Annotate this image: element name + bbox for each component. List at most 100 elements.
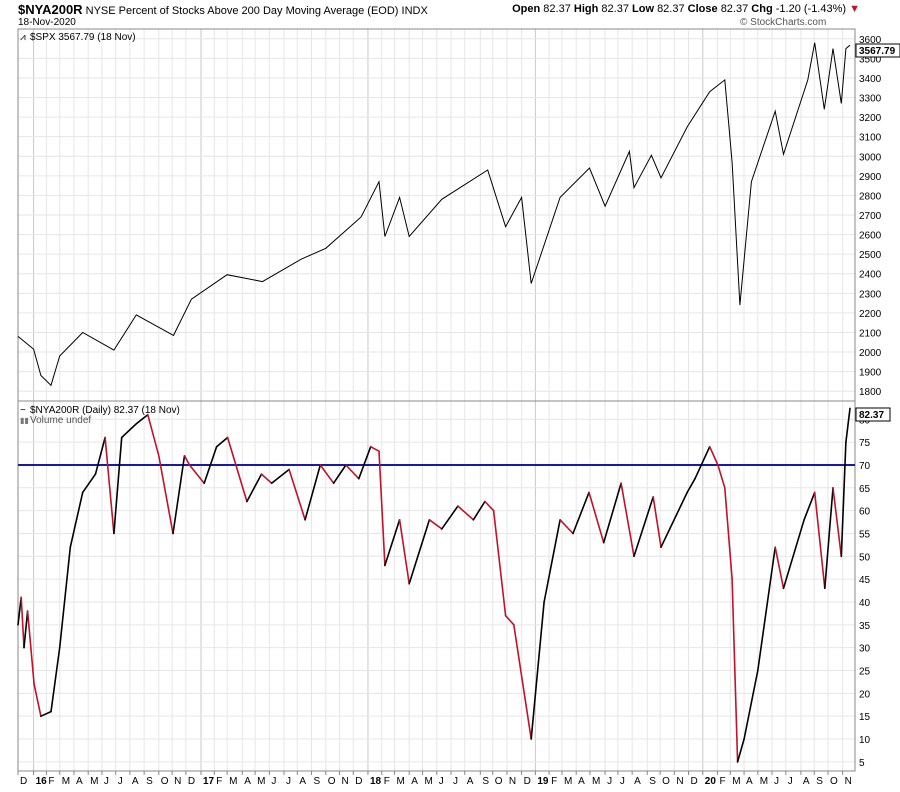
- nya200r-segment: [602, 482, 622, 544]
- nya200r-segment: [543, 518, 561, 603]
- x-tick-label: S: [482, 776, 489, 787]
- nya200r-segment: [104, 436, 115, 535]
- nya200r-segment: [512, 623, 533, 740]
- lower-y-tick-label: 55: [859, 529, 871, 540]
- nya200r-segment: [270, 468, 290, 485]
- x-tick-label: J: [439, 776, 444, 787]
- lower-y-tick-label: 50: [859, 552, 871, 563]
- nya200r-segment: [69, 491, 84, 549]
- spx-series-line: [17, 42, 851, 387]
- x-tick-label: 17: [203, 776, 215, 787]
- nya200r-segment: [26, 610, 35, 686]
- x-tick-label: O: [495, 776, 503, 787]
- x-tick-label: D: [524, 776, 531, 787]
- nya200r-segment: [731, 578, 739, 763]
- x-tick-label: J: [118, 776, 123, 787]
- open-value: 82.37: [543, 3, 571, 15]
- nya200r-segment: [40, 710, 52, 718]
- x-tick-label: A: [411, 776, 418, 787]
- x-tick-label: J: [774, 776, 779, 787]
- spx-last-value-box: 3567.79: [855, 43, 900, 58]
- nya200r-segment: [20, 596, 25, 649]
- lower-y-tick-label: 65: [859, 484, 871, 495]
- low-value: 82.37: [657, 3, 685, 15]
- lower-y-tick-label: 30: [859, 644, 871, 655]
- x-tick-label: F: [48, 776, 54, 787]
- x-tick-label: A: [803, 776, 810, 787]
- nya200r-segment: [736, 738, 745, 763]
- exchange-label: INDX: [401, 5, 428, 17]
- chg-label: Chg: [751, 3, 773, 15]
- x-tick-label: A: [634, 776, 641, 787]
- nya200r-segment: [408, 518, 431, 585]
- nya200r-segment: [246, 473, 263, 503]
- x-tick-label: J: [788, 776, 793, 787]
- nya200r-segment: [620, 482, 635, 558]
- nya200r-segment: [782, 518, 805, 590]
- close-value: 82.37: [720, 3, 749, 15]
- upper-legend: ⩘ $SPX 3567.79 (18 Nov): [20, 32, 136, 43]
- nya200r-segment: [717, 464, 726, 489]
- nya200r-segment: [530, 601, 545, 740]
- x-tick-label: A: [467, 776, 474, 787]
- upper-y-tick-label: 3500: [859, 54, 882, 65]
- x-tick-label: 19: [537, 776, 549, 787]
- spx-legend-icon: ⩘: [20, 32, 26, 43]
- nya200r-segment: [369, 445, 380, 453]
- x-tick-label: 20: [705, 776, 717, 787]
- ohlc-readout: Open 82.37 High 82.37 Low 82.37 Close 82…: [512, 3, 860, 15]
- nya200r-segment: [172, 454, 186, 535]
- lower-y-tick-label: 5: [859, 758, 865, 769]
- nya200r-segment: [823, 486, 834, 590]
- x-tick-label: 16: [36, 776, 48, 787]
- x-tick-label: O: [161, 776, 169, 787]
- chart-date: 18-Nov-2020: [18, 17, 76, 28]
- x-tick-label: S: [816, 776, 823, 787]
- x-tick-label: J: [271, 776, 276, 787]
- nya200r-segment: [472, 500, 486, 521]
- spx-legend-text: $SPX 3567.79 (18 Nov): [30, 32, 136, 43]
- upper-y-tick-label: 2300: [859, 289, 882, 300]
- nya200r-segment: [378, 450, 386, 567]
- nya200r-series-line: [17, 407, 851, 763]
- x-tick-label: S: [649, 776, 656, 787]
- nya-legend-icon: −: [20, 405, 26, 416]
- nya200r-segment: [504, 614, 515, 626]
- x-tick-label: M: [90, 776, 98, 787]
- symbol-label: $NYA200R: [18, 2, 83, 17]
- x-tick-label: M: [564, 776, 572, 787]
- upper-y-tick-label: 2500: [859, 250, 882, 261]
- nya200r-segment: [428, 518, 443, 530]
- upper-y-tick-label: 2800: [859, 191, 882, 202]
- nya200r-segment: [743, 669, 759, 740]
- nya200r-segment: [357, 445, 372, 480]
- upper-y-tick-label: 2900: [859, 172, 882, 183]
- nya200r-segment: [188, 464, 205, 485]
- nya200r-segment: [260, 473, 273, 485]
- nya200r-segment: [158, 454, 174, 535]
- nya200r-segment: [81, 473, 97, 494]
- lower-y-tick-label: 45: [859, 575, 871, 586]
- high-label: High: [573, 3, 599, 15]
- upper-y-tick-label: 3400: [859, 74, 882, 85]
- nya200r-segment: [803, 491, 816, 521]
- volume-icon: ▮▮: [20, 416, 29, 425]
- upper-y-tick-label: 3200: [859, 113, 882, 124]
- x-tick-label: N: [174, 776, 181, 787]
- nya200r-segment: [226, 436, 248, 503]
- x-tick-label: D: [20, 776, 27, 787]
- x-tick-label: M: [62, 776, 70, 787]
- x-tick-label: M: [425, 776, 433, 787]
- lower-y-tick-label: 35: [859, 621, 871, 632]
- nya200r-segment: [135, 413, 149, 425]
- x-tick-label: O: [830, 776, 838, 787]
- upper-y-tick-label: 3000: [859, 152, 882, 163]
- x-tick-label: J: [286, 776, 291, 787]
- upper-y-tick-label: 2600: [859, 231, 882, 242]
- x-tick-label: D: [691, 776, 698, 787]
- symbol-description: NYSE Percent of Stocks Above 200 Day Mov…: [85, 5, 399, 17]
- nya200r-segment: [813, 491, 826, 590]
- lower-y-axis: 5101520253035404550556065707580: [859, 415, 871, 769]
- nya200r-segment: [633, 496, 655, 558]
